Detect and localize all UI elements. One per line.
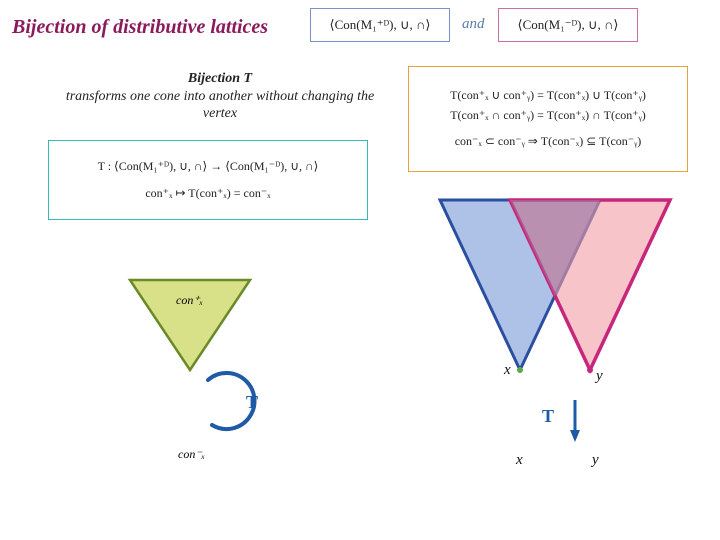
- subtitle-lead: Bijection T: [188, 71, 252, 86]
- subtitle-rest: transforms one cone into another without…: [66, 89, 374, 122]
- page-title: Bijection of distributive lattices: [12, 16, 268, 39]
- rules-l2: T(con⁺ₓ ∩ con⁺ᵧ) = T(con⁺ₓ) ∩ T(con⁺ᵧ): [450, 106, 646, 126]
- x-label-lower: x: [516, 452, 523, 469]
- map-line1: T : ⟨Con(M₁⁺ᴰ), ∪, ∩⟩ → ⟨Con(M₁⁻ᴰ), ∪, ∩…: [98, 157, 319, 176]
- y-label-upper: y: [596, 368, 603, 385]
- cone-minus-label: con⁻ₓ: [178, 448, 205, 460]
- t-arrow-head-icon: [570, 430, 580, 442]
- y-label-lower: y: [592, 452, 599, 469]
- lattice-minus-box: ⟨Con(M₁⁻ᴰ), ∪, ∩⟩: [498, 8, 638, 42]
- rules-l1: T(con⁺ₓ ∪ con⁺ᵧ) = T(con⁺ₓ) ∪ T(con⁺ᵧ): [450, 86, 646, 106]
- lattice-plus-text: ⟨Con(M₁⁺ᴰ), ∪, ∩⟩: [330, 17, 431, 33]
- left-cone-svg: [100, 260, 320, 500]
- lattice-plus-box: ⟨Con(M₁⁺ᴰ), ∪, ∩⟩: [310, 8, 450, 42]
- map-line2: con⁺ₓ ↦ T(con⁺ₓ) = con⁻ₓ: [145, 184, 270, 203]
- map-box: T : ⟨Con(M₁⁺ᴰ), ∪, ∩⟩ → ⟨Con(M₁⁻ᴰ), ∪, ∩…: [48, 140, 368, 220]
- rules-box: T(con⁺ₓ ∪ con⁺ᵧ) = T(con⁺ₓ) ∪ T(con⁺ᵧ) T…: [408, 66, 688, 172]
- lattice-minus-text: ⟨Con(M₁⁻ᴰ), ∪, ∩⟩: [518, 17, 619, 33]
- overlap-cones-svg: [420, 190, 700, 510]
- x-label-upper: x: [504, 362, 511, 379]
- rules-l3: con⁻ₓ ⊂ con⁻ᵧ ⇒ T(con⁻ₓ) ⊆ T(con⁻ᵧ): [455, 132, 642, 152]
- left-diagram: con⁺ₓ T con⁻ₓ: [100, 260, 320, 500]
- vertex-y-dot: [587, 367, 593, 373]
- cone-plus-label: con⁺ₓ: [176, 294, 203, 306]
- subtitle: Bijection T transforms one cone into ano…: [60, 70, 380, 123]
- vertex-x-dot: [517, 367, 523, 373]
- t-label-right: T: [542, 406, 554, 427]
- right-diagram: x y T x y: [420, 190, 700, 510]
- and-label: and: [462, 16, 485, 33]
- t-label-left: T: [246, 392, 258, 413]
